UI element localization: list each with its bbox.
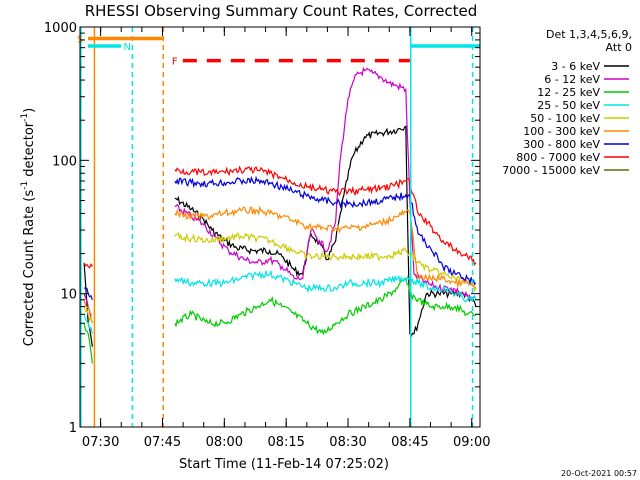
x-tick-label-08-00: 08:00 <box>206 435 243 450</box>
y-tick-label-1: 1 <box>69 421 77 436</box>
legend-label-3-6-kev: 3 - 6 keV <box>551 60 600 73</box>
plot-frame <box>79 26 481 428</box>
series-line-12-25-kev <box>83 277 477 364</box>
legend-label-7000-15000-kev: 7000 - 15000 keV <box>502 164 600 177</box>
flags-layer: SNF <box>77 27 480 427</box>
legend-label-25-50-kev: 25 - 50 keV <box>537 99 600 112</box>
legend-label-50-100-kev: 50 - 100 keV <box>530 112 600 125</box>
x-tick-label-08-15: 08:15 <box>267 435 304 450</box>
legend-header-attenuator: Att 0 <box>606 41 632 54</box>
series-line-800-7000-kev <box>83 165 477 269</box>
legend-label-800-7000-kev: 800 - 7000 keV <box>516 151 600 164</box>
y-axis-label: Corrected Count Rate (s-1 detector-1) <box>20 108 37 346</box>
legend-label-100-300-kev: 100 - 300 keV <box>523 125 600 138</box>
series-line-6-12-kev <box>83 66 477 324</box>
series-line-25-50-kev <box>83 269 477 334</box>
legend-label-12-25-kev: 12 - 25 keV <box>537 86 600 99</box>
x-tick-label-07-45: 07:45 <box>144 435 181 450</box>
y-axis-label-sup1: -1 <box>20 181 30 190</box>
y-axis-label-main: Corrected Count Rate (s <box>22 190 37 347</box>
legend-label-6-12-kev: 6 - 12 keV <box>544 73 600 86</box>
y-tick-label-10: 10 <box>60 288 77 303</box>
chart-title: RHESSI Observing Summary Count Rates, Co… <box>85 2 478 20</box>
y-axis-label-mid: detector <box>22 121 37 181</box>
x-tick-label-08-45: 08:45 <box>391 435 428 450</box>
legend-label-300-800-kev: 300 - 800 keV <box>523 138 600 151</box>
series-layer <box>83 66 477 364</box>
legend-header-detectors: Det 1,3,4,5,6,9, <box>546 28 632 41</box>
series-line-3-6-kev <box>83 125 477 347</box>
y-axis-label-sup2: -1 <box>20 113 30 122</box>
axes-layer: 1 10 100 1000 07:30 07:45 08:00 08:15 08:30 08:45… <box>44 21 491 450</box>
x-axis-label: Start Time (11-Feb-14 07:25:02) <box>179 457 389 472</box>
x-tick-label-08-30: 08:30 <box>329 435 366 450</box>
y-tick-label-100: 100 <box>52 154 77 169</box>
flag-label-f: F <box>172 57 178 68</box>
flag-label-n: N <box>123 42 130 53</box>
series-line-100-300-kev <box>83 205 477 316</box>
y-axis-label-end: ) <box>22 108 37 113</box>
y-tick-label-1000: 1000 <box>44 21 77 36</box>
x-tick-label-07-30: 07:30 <box>82 435 119 450</box>
footer-timestamp: 20-Oct-2021 00:57 <box>561 469 637 478</box>
x-tick-label-09-00: 09:00 <box>453 435 490 450</box>
series-line-50-100-kev <box>83 232 477 324</box>
